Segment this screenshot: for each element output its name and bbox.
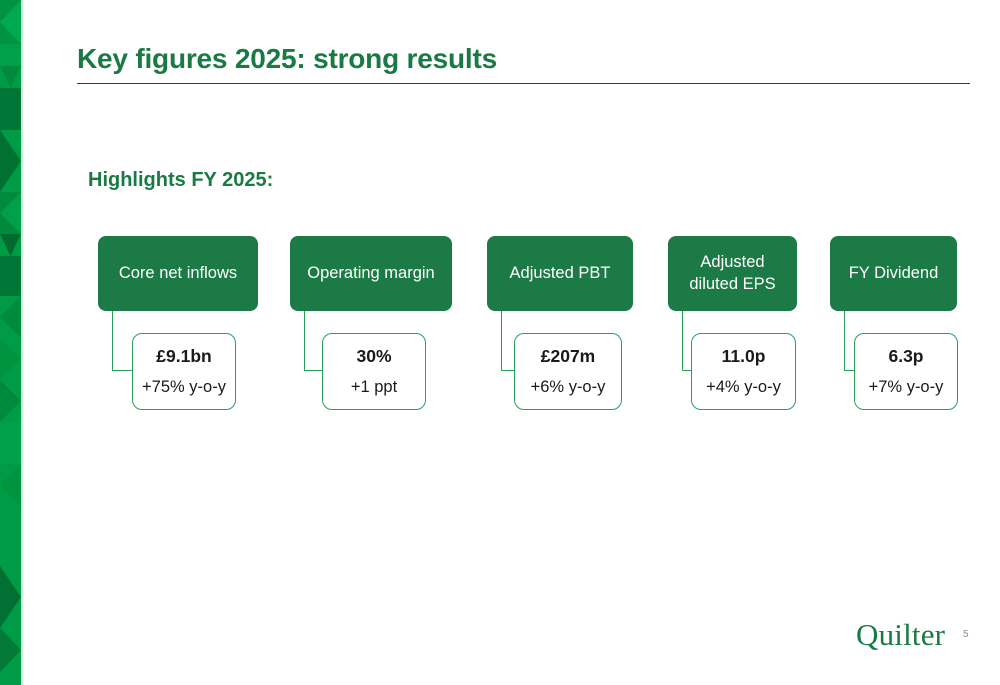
- left-edge-mosaic: [0, 0, 23, 685]
- kpi-value: £207m: [540, 346, 596, 366]
- kpi-value: 30%: [356, 346, 392, 366]
- kpi-value-box: £9.1bn +75% y-o-y: [132, 333, 236, 410]
- kpi-label-box: Adjusted diluted EPS: [668, 236, 797, 311]
- kpi-change: +6% y-o-y: [530, 378, 606, 396]
- kpi-label: FY Dividend: [848, 263, 939, 282]
- kpi-label: Adjusted diluted EPS: [689, 253, 776, 293]
- section-heading: Highlights FY 2025:: [88, 169, 274, 191]
- kpi-value-box: 6.3p +7% y-o-y: [854, 333, 958, 410]
- kpi-value: 6.3p: [888, 346, 924, 366]
- kpi-connector: [112, 311, 132, 371]
- kpi-value: 11.0p: [721, 346, 766, 366]
- kpi-change: +75% y-o-y: [142, 378, 226, 396]
- kpi-connector: [304, 311, 323, 371]
- quilter-logo: Quilter: [856, 617, 946, 652]
- kpi-connector: [682, 311, 691, 371]
- kpi-connector: [844, 311, 854, 371]
- kpi-change: +1 ppt: [350, 378, 398, 396]
- kpi-value-box: £207m +6% y-o-y: [514, 333, 622, 410]
- page-title: Key figures 2025: strong results: [77, 43, 497, 74]
- kpi-label-box: Operating margin: [290, 236, 452, 311]
- kpi-label: Adjusted PBT: [509, 263, 611, 282]
- page-number: 5: [963, 629, 969, 640]
- kpi-label-box: Core net inflows: [98, 236, 258, 311]
- kpi-connector: [501, 311, 514, 371]
- kpi-label-box: FY Dividend: [830, 236, 957, 311]
- title-divider: [77, 83, 970, 84]
- kpi-label: Operating margin: [307, 263, 435, 282]
- kpi-change: +7% y-o-y: [868, 378, 944, 396]
- kpi-value-box: 11.0p +4% y-o-y: [691, 333, 796, 410]
- kpi-value: £9.1bn: [156, 346, 212, 366]
- kpi-change: +4% y-o-y: [706, 378, 781, 396]
- kpi-label-box: Adjusted PBT: [487, 236, 633, 311]
- kpi-value-box: 30% +1 ppt: [322, 333, 426, 410]
- kpi-label: Core net inflows: [118, 263, 238, 282]
